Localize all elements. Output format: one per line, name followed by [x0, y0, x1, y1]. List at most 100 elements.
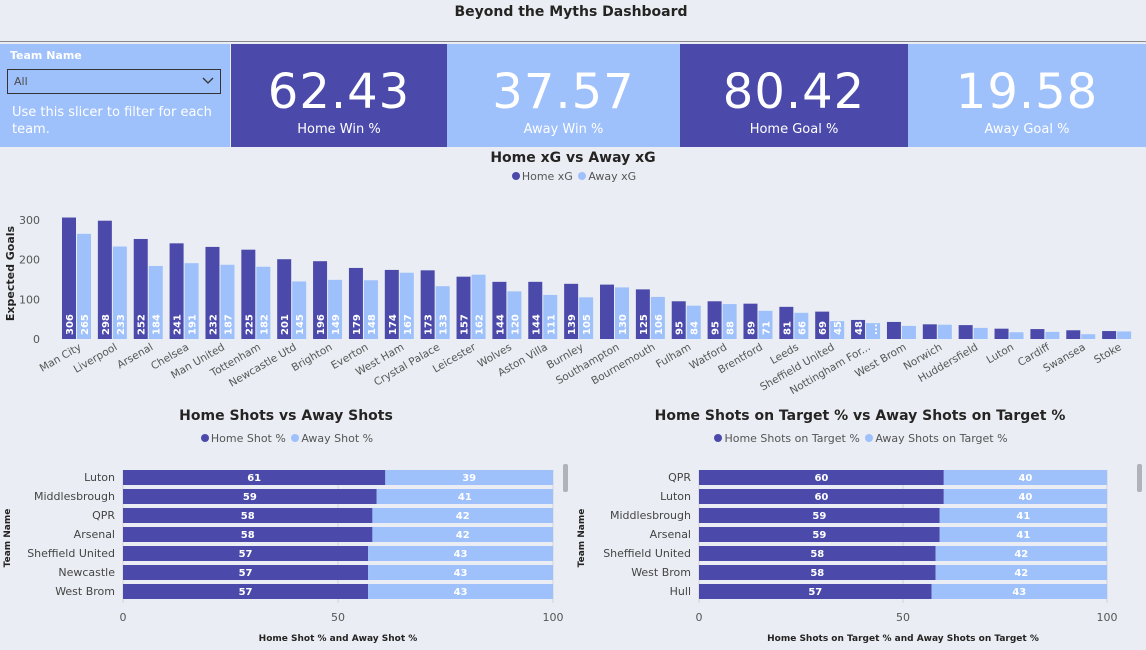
- home-xg-bar: [743, 303, 758, 339]
- y-tick-label: QPR: [92, 509, 115, 522]
- scrollbar-thumb[interactable]: [563, 464, 568, 492]
- bar-data-label: 120: [510, 314, 521, 335]
- team-dropdown[interactable]: All: [7, 69, 221, 94]
- page-title: Beyond the Myths Dashboard: [454, 4, 688, 20]
- legend-home-label: Home xG: [521, 170, 573, 183]
- scrollbar-thumb[interactable]: [1137, 464, 1142, 492]
- away-xg-bar: [901, 325, 916, 339]
- bar-data-label: 232: [208, 314, 219, 335]
- bar-data-label: 187: [223, 314, 234, 335]
- away-bar: [368, 584, 553, 599]
- home-xg-bar: [635, 289, 650, 339]
- home-xg-bar: [779, 306, 794, 339]
- legend-home-marker: [200, 434, 209, 442]
- kpi-value: 37.57: [492, 64, 635, 120]
- x-tick-label: Bournemouth: [589, 341, 657, 387]
- home-xg-bar: [456, 276, 471, 339]
- y-axis-title: Team Name: [3, 509, 13, 568]
- bar-data-label: 66: [797, 321, 808, 335]
- x-tick-label: Stoke: [1092, 341, 1123, 366]
- bar-data-label: 179: [352, 314, 363, 335]
- away-xg-bar: [650, 296, 665, 339]
- legend-away-marker: [291, 434, 300, 442]
- y-tick-label: Luton: [660, 490, 691, 503]
- y-tick-label: Arsenal: [74, 528, 115, 541]
- bar-data-label: 42: [456, 511, 470, 522]
- home-xg-bar: [886, 321, 901, 339]
- away-xg-bar: [256, 266, 271, 339]
- bar-data-label: 41: [1016, 511, 1030, 522]
- x-tick-label: 100: [543, 611, 564, 624]
- legend-home-marker: [714, 434, 723, 442]
- x-axis-title: Home Shot % and Away Shot %: [259, 634, 418, 644]
- y-tick-label: Sheffield United: [603, 547, 691, 560]
- kpi-card-home-goal: 80.42 Home Goal %: [680, 44, 908, 147]
- kpi-card-away-win: 37.57 Away Win %: [447, 44, 680, 147]
- bar-data-label: 59: [812, 511, 826, 522]
- bar-data-label: 252: [137, 314, 148, 335]
- x-tick-label: 50: [896, 611, 910, 624]
- bar-data-label: 58: [810, 549, 824, 560]
- bar-data-label: 196: [316, 314, 327, 335]
- y-tick-label: Luton: [84, 471, 115, 484]
- home-xg-bar: [133, 238, 148, 339]
- chart-legend: Home xG Away xG: [0, 170, 1146, 183]
- home-xg-bar: [851, 319, 866, 339]
- chart-legend: Home Shots on Target % Away Shots on Tar…: [574, 432, 1146, 445]
- legend-away-label: Away Shots on Target %: [875, 432, 1008, 445]
- away-xg-bar: [866, 323, 881, 339]
- chart-title: Home xG vs Away xG: [490, 150, 656, 166]
- bar-data-label: 69: [818, 321, 829, 335]
- bar-data-label: 58: [241, 511, 255, 522]
- bar-data-label: 43: [454, 587, 468, 598]
- legend-away-label: Away xG: [588, 170, 637, 183]
- bar-data-label: 148: [367, 314, 378, 335]
- y-tick-label: Arsenal: [650, 528, 691, 541]
- slicer-label: Team Name: [10, 49, 82, 62]
- away-xg-bar: [148, 265, 163, 339]
- bar-data-label: 57: [239, 587, 253, 598]
- dashboard-header: Beyond the Myths Dashboard: [0, 0, 1146, 42]
- bar-data-label: 58: [810, 568, 824, 579]
- home-bar: [123, 489, 377, 504]
- legend-home-label: Home Shots on Target %: [724, 432, 860, 445]
- bar-data-label: 306: [65, 314, 76, 335]
- x-tick-label: Brighton: [290, 341, 335, 374]
- home-xg-bar: [492, 281, 507, 339]
- home-xg-bar: [600, 284, 614, 339]
- y-tick-label: Sheffield United: [27, 547, 115, 560]
- kpi-card-away-goal: 19.58 Away Goal %: [908, 44, 1146, 147]
- home-xg-bar: [241, 249, 256, 339]
- home-xg-bar: [994, 328, 1009, 339]
- home-xg-bar: [707, 301, 722, 339]
- bar-data-label: 241: [173, 314, 184, 335]
- away-xg-bar: [830, 321, 845, 339]
- home-xg-bar: [1102, 331, 1117, 339]
- bar-data-label: 84: [690, 321, 701, 335]
- away-xg-bar: [1117, 331, 1132, 339]
- away-xg-bar: [292, 281, 307, 339]
- away-bar: [935, 546, 1107, 561]
- away-xg-bar: [579, 297, 594, 339]
- x-tick-label: Fulham: [654, 341, 693, 371]
- home-xg-bar: [564, 283, 579, 339]
- away-bar: [368, 546, 553, 561]
- away-xg-bar: [794, 312, 809, 339]
- bar-data-label: 45: [833, 321, 844, 335]
- kpi-caption: Home Win %: [297, 122, 381, 137]
- home-bar: [123, 565, 369, 580]
- home-bar: [123, 546, 369, 561]
- legend-home-marker: [511, 172, 520, 180]
- home-xg-bar: [62, 217, 76, 339]
- bar-data-label: 39: [462, 473, 476, 484]
- away-bar: [931, 584, 1107, 599]
- home-xg-bar: [313, 261, 328, 339]
- bar-data-label: 61: [247, 473, 261, 484]
- bar-data-label: 173: [424, 314, 435, 335]
- bar-data-label: 95: [675, 321, 686, 335]
- x-axis-title: Home Shots on Target % and Away Shots on…: [767, 634, 1039, 644]
- away-xg-bar: [973, 327, 988, 339]
- x-tick-label: 100: [1097, 611, 1118, 624]
- team-slicer: Team Name All Use this slicer to filter …: [0, 44, 230, 147]
